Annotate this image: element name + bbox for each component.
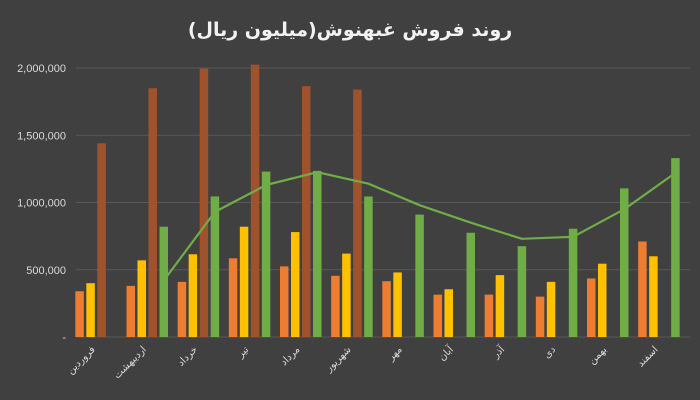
- y-tick-label: -: [62, 332, 66, 344]
- y-tick-label: 2,000,000: [17, 63, 66, 75]
- bar: [86, 283, 95, 337]
- bar: [159, 226, 168, 337]
- bar: [291, 232, 300, 337]
- x-category-label: مرداد: [279, 344, 303, 368]
- trend-line-path: [162, 171, 677, 282]
- bar: [415, 214, 424, 337]
- x-category-label: بهمن: [587, 344, 609, 366]
- x-category-label: فروردین: [65, 344, 98, 377]
- bar: [313, 170, 322, 337]
- bar: [587, 278, 596, 337]
- bar: [148, 88, 157, 337]
- x-category-label: خرداد: [176, 344, 200, 368]
- bar: [568, 228, 578, 337]
- bar: [239, 226, 249, 337]
- bar: [210, 196, 220, 337]
- bar: [466, 232, 475, 337]
- bar: [261, 171, 271, 337]
- bar: [671, 158, 680, 337]
- x-category-label: آذر: [489, 342, 508, 361]
- bar: [280, 266, 289, 337]
- y-tick-label: 1,000,000: [17, 198, 66, 210]
- trend-line: [162, 171, 677, 282]
- bar: [199, 68, 209, 338]
- bar: [302, 86, 311, 337]
- x-axis-categories: فروردین اردیبهشت خرداد تیر مرداد شهریور مهر آبا…: [65, 342, 660, 381]
- y-tick-label: 1,500,000: [17, 130, 66, 142]
- bars: [75, 64, 680, 338]
- bar: [433, 294, 442, 337]
- bar: [177, 281, 187, 337]
- x-category-label: تیر: [235, 344, 252, 361]
- x-category-label: مهر: [385, 344, 404, 363]
- x-category-label: اسفند: [635, 344, 660, 369]
- bar: [228, 258, 238, 337]
- y-axis-ticks: 2,000,000 1,500,000 1,000,000 500,000 -: [17, 63, 66, 344]
- bar: [364, 196, 373, 337]
- bar: [342, 253, 351, 337]
- bar: [444, 289, 453, 337]
- bar: [620, 188, 629, 337]
- bar: [137, 260, 146, 337]
- y-tick-label: 500,000: [26, 265, 66, 277]
- bar: [75, 291, 84, 337]
- x-category-label: آبان: [435, 342, 456, 363]
- x-category-label: دی: [542, 344, 558, 360]
- bar: [649, 256, 658, 337]
- bar: [126, 285, 135, 337]
- bar: [484, 294, 494, 337]
- bar: [97, 143, 106, 337]
- x-category-label: اردیبهشت: [112, 344, 149, 381]
- bar: [535, 296, 545, 337]
- bar: [546, 281, 556, 337]
- bar: [495, 275, 505, 337]
- bar: [250, 64, 260, 337]
- bar: [188, 254, 198, 337]
- bar: [517, 246, 527, 337]
- bar: [353, 89, 362, 338]
- bar: [598, 263, 607, 337]
- bar: [331, 275, 340, 337]
- bar: [393, 272, 402, 337]
- x-category-label: شهریور: [323, 344, 354, 375]
- bar: [638, 241, 647, 337]
- chart-title: روند فروش غبهنوش(میلیون ریال): [188, 19, 512, 41]
- bar: [382, 281, 391, 337]
